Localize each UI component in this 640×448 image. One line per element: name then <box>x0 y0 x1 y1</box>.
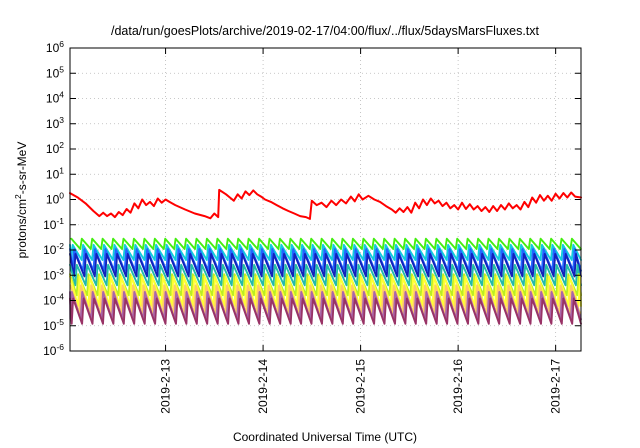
y-tick-label: 106 <box>46 39 64 55</box>
y-tick-label: 10-5 <box>43 317 64 333</box>
series-line <box>69 263 582 287</box>
series-line <box>69 243 582 261</box>
x-tick-label: 2019-2-17 <box>549 359 563 414</box>
y-tick-label: 10-1 <box>43 216 64 232</box>
y-tick-label: 101 <box>46 165 64 181</box>
y-tick-label: 104 <box>46 90 64 106</box>
y-axis: 10-6 10-5 10-4 10-3 10-2 10-1 100 101 102 103 104 1… <box>43 39 581 358</box>
y-tick-label: 103 <box>46 115 64 131</box>
x-tick-label: 2019-2-13 <box>159 359 173 414</box>
y-tick-label: 10-2 <box>43 241 64 257</box>
series-line <box>69 252 582 278</box>
x-tick-label: 2019-2-14 <box>256 359 270 414</box>
series-line <box>69 188 582 220</box>
y-tick-label: 10-4 <box>43 292 64 308</box>
series-line <box>69 275 582 308</box>
y-tick-label: 105 <box>46 64 64 80</box>
x-tick-label: 2019-2-16 <box>451 359 465 414</box>
y-axis-label: protons/cm2-s-sr-MeV <box>13 142 29 259</box>
series-line <box>69 297 582 325</box>
y-tick-label: 10-6 <box>43 342 64 358</box>
y-tick-label: 10-3 <box>43 266 64 282</box>
series-line <box>70 237 582 250</box>
y-tick-label: 100 <box>46 191 64 207</box>
x-tick-label: 2019-2-15 <box>354 359 368 414</box>
y-tick-label: 102 <box>46 140 64 156</box>
x-axis-label: Coordinated Universal Time (UTC) <box>233 430 417 444</box>
x-axis: 2019-2-13 2019-2-14 2019-2-15 2019-2-16 2019… <box>159 48 563 414</box>
series-group <box>69 188 582 325</box>
chart-title: /data/run/goesPlots/archive/2019-02-17/0… <box>111 24 540 38</box>
